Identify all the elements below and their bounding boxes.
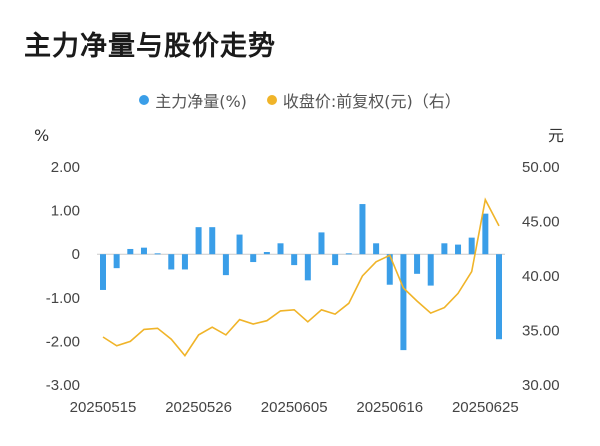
x-tick-label: 20250625 [452, 399, 519, 416]
left-tick-label: -3.00 [46, 377, 80, 394]
x-axis: 20250515 20250526 20250605 20250616 20250625 [70, 399, 519, 416]
net-flow-bar [318, 232, 325, 255]
left-tick-label: 2.00 [51, 159, 80, 176]
legend-label-net-flow: 主力净量(%) [155, 92, 247, 111]
net-flow-bar [209, 227, 216, 255]
right-axis: 50.00 45.00 40.00 35.00 30.00 [522, 159, 560, 394]
net-flow-bar [168, 254, 175, 270]
left-axis: 2.00 1.00 0 -1.00 -2.00 -3.00 [46, 159, 80, 394]
right-tick-label: 30.00 [522, 377, 560, 394]
legend-item-close-price[interactable]: 收盘价:前复权(元)（右） [266, 88, 461, 112]
left-tick-label: 1.00 [51, 203, 80, 220]
legend-swatch-net-flow [139, 95, 150, 105]
x-tick-label: 20250616 [356, 399, 423, 416]
net-flow-bar [222, 254, 229, 276]
right-tick-label: 35.00 [522, 323, 560, 340]
net-flow-bar [496, 254, 502, 340]
net-flow-bar [277, 243, 284, 255]
net-flow-bar [195, 227, 202, 255]
legend-label-close-price: 收盘价:前复权(元)（右） [282, 92, 461, 111]
net-flow-bar [386, 254, 393, 285]
net-flow-bar [414, 254, 421, 274]
left-tick-label: -2.00 [46, 333, 80, 350]
right-axis-unit: 元 [548, 126, 564, 145]
x-tick-label: 20250605 [261, 399, 328, 416]
net-flow-bar [250, 254, 257, 263]
bar-series [100, 204, 502, 351]
net-flow-bar [359, 204, 366, 255]
right-tick-label: 50.00 [522, 159, 560, 176]
net-flow-bar [100, 254, 106, 290]
net-flow-bar [140, 247, 147, 255]
net-flow-bar [468, 237, 475, 255]
price-line-series [102, 197, 500, 357]
legend-swatch-close-price [266, 95, 277, 105]
net-flow-bar [332, 254, 339, 266]
chart-legend: 主力净量(%) 收盘价:前复权(元)（右） [0, 88, 600, 112]
net-flow-bar [291, 254, 298, 266]
net-flow-bar [113, 254, 120, 269]
net-flow-bar [345, 253, 352, 255]
net-flow-bar [127, 248, 134, 255]
net-flow-bar [455, 244, 462, 255]
net-flow-bar [154, 253, 161, 255]
legend-item-net-flow[interactable]: 主力净量(%) [139, 88, 247, 112]
left-axis-unit: % [34, 126, 49, 145]
net-flow-bar [181, 254, 188, 270]
net-flow-bar [400, 254, 407, 351]
x-tick-label: 20250526 [165, 399, 232, 416]
net-flow-bar [373, 243, 380, 255]
net-flow-bar [304, 254, 311, 281]
chart-title: 主力净量与股价走势 [24, 31, 276, 62]
right-tick-label: 45.00 [522, 214, 560, 231]
left-tick-label: -1.00 [46, 290, 80, 307]
net-flow-bar [441, 243, 448, 255]
net-flow-bar [236, 234, 243, 255]
right-tick-label: 40.00 [522, 268, 560, 285]
left-tick-label: 0 [72, 246, 80, 263]
net-flow-bar [427, 254, 434, 286]
x-tick-label: 20250515 [70, 399, 137, 416]
net-flow-bar [263, 252, 270, 255]
net-flow-bar [482, 213, 489, 255]
